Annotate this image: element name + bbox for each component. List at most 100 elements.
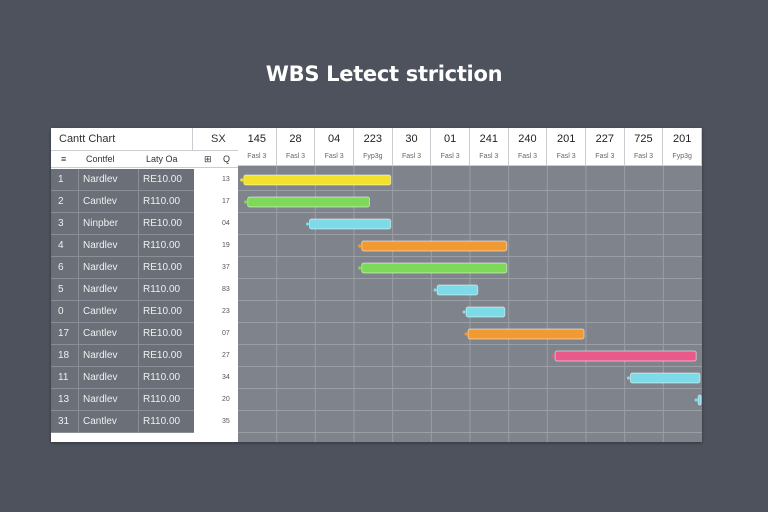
time-column-label: 201 [672, 133, 692, 145]
task-bar[interactable] [361, 240, 508, 252]
time-column-sublabel: Fasl 3 [324, 153, 344, 160]
task-id: 2 [58, 196, 64, 207]
task-bar-handle[interactable] [464, 332, 468, 336]
task-duration-value: 34 [222, 374, 230, 381]
time-column-header[interactable]: 725 Fasl 3 [624, 128, 664, 166]
task-duration-value: 17 [222, 198, 230, 205]
task-row[interactable]: 0 Cantlev RE10.00 [51, 301, 194, 323]
time-column-header[interactable]: 04 Fasl 3 [315, 128, 354, 166]
task-duration: 37 [194, 257, 238, 278]
task-row[interactable]: 5 Nardlev R110.00 [51, 279, 194, 301]
task-value: RE10.00 [143, 328, 182, 339]
task-duration: 13 [194, 169, 238, 190]
time-column-header[interactable]: 227 Fasl 3 [586, 128, 625, 166]
col-header-search-icon[interactable]: Q [223, 154, 231, 164]
task-bar[interactable] [697, 394, 702, 406]
task-row[interactable]: 17 Cantlev RE10.00 [51, 323, 194, 345]
task-duration: 35 [194, 411, 238, 432]
task-name: Cantlev [83, 196, 117, 207]
time-column-header[interactable]: 240 Fasl 3 [508, 128, 548, 166]
task-row[interactable]: 18 Nardlev RE10.00 [51, 345, 194, 367]
task-id: 18 [58, 350, 70, 361]
task-id: 4 [58, 240, 64, 251]
task-duration-value: 27 [222, 352, 230, 359]
time-column-header[interactable]: 145 Fasl 3 [238, 128, 277, 166]
task-row[interactable]: 4 Nardlev R110.00 [51, 235, 194, 257]
task-row[interactable]: 2 Cantlev R110.00 [51, 191, 194, 213]
col-header-name[interactable]: Contfel [86, 154, 115, 164]
grid-header: Cantt Chart SX [51, 128, 238, 151]
gantt-chart: Cantt Chart SX ≡ Contfel Laty Oa ⊞ Q 1 Na… [51, 128, 702, 442]
task-name: Nardlev [83, 350, 118, 361]
task-value: R110.00 [143, 240, 181, 251]
task-row[interactable]: 13 Nardlev R110.00 [51, 389, 194, 411]
task-duration-value: 35 [222, 418, 230, 425]
task-name: Cantlev [83, 328, 117, 339]
time-column-sublabel: Fasl 3 [595, 153, 615, 160]
task-bar-handle[interactable] [240, 178, 244, 182]
col-header-menu-icon[interactable]: ≡ [61, 154, 67, 164]
chart-title: WBS Letect striction [265, 62, 503, 86]
task-bar[interactable] [309, 218, 392, 230]
task-id: 0 [58, 306, 64, 317]
task-bar-handle[interactable] [626, 376, 631, 380]
task-row[interactable]: 1 Nardlev RE10.00 [51, 169, 194, 191]
task-bar[interactable] [361, 262, 508, 274]
task-duration-value: 20 [222, 396, 230, 403]
task-bar-handle[interactable] [551, 354, 555, 358]
task-bar[interactable] [467, 328, 585, 340]
time-column-sublabel: Fasl 3 [247, 153, 267, 160]
task-bar[interactable] [465, 306, 506, 318]
task-duration: 19 [194, 235, 238, 256]
task-bar-handle[interactable] [433, 288, 437, 292]
task-duration-value: 19 [222, 242, 230, 249]
task-bar-handle[interactable] [462, 310, 466, 314]
task-duration: 07 [194, 323, 238, 344]
task-bar-handle[interactable] [358, 266, 362, 270]
time-column-sublabel: Fasl 3 [285, 153, 306, 160]
time-column-sublabel: Fasl 3 [440, 153, 460, 160]
task-bar[interactable] [436, 284, 479, 296]
grid-header-right: SX [211, 133, 226, 145]
task-id: 1 [58, 174, 64, 185]
task-value: R110.00 [143, 196, 181, 207]
time-column-header[interactable]: 223 Fyp3g [354, 128, 393, 166]
time-column-header[interactable]: 201 Fasl 3 [547, 128, 586, 166]
time-column-sublabel: Fasl 3 [401, 153, 422, 160]
task-bar-handle[interactable] [694, 398, 698, 402]
task-id: 13 [58, 394, 70, 405]
time-column-header[interactable]: 201 Fyp3g [663, 128, 702, 166]
time-column-header[interactable]: 01 Fasl 3 [431, 128, 470, 166]
time-column-label: 240 [518, 133, 537, 145]
task-grid: Cantt Chart SX ≡ Contfel Laty Oa ⊞ Q 1 Na… [51, 128, 239, 442]
task-duration: 23 [194, 301, 238, 322]
time-column-header[interactable]: 30 Fasl 3 [392, 128, 432, 166]
task-value: R110.00 [143, 394, 181, 405]
task-bar-handle[interactable] [244, 200, 248, 204]
time-column-sublabel: Fyp3g [363, 153, 383, 160]
task-bar-handle[interactable] [305, 222, 310, 226]
task-row[interactable]: 31 Cantlev R110.00 [51, 411, 194, 433]
task-bar-handle[interactable] [358, 244, 362, 248]
col-header-grid-icon[interactable]: ⊞ [204, 154, 212, 164]
time-column-header[interactable]: 28 Fasl 3 [276, 128, 316, 166]
task-duration: 27 [194, 345, 238, 366]
task-bar[interactable] [629, 372, 701, 384]
task-row[interactable]: 3 Ninpber RE10.00 [51, 213, 194, 235]
task-name: Nardlev [83, 394, 118, 405]
time-column-label: 30 [405, 133, 418, 145]
task-bar[interactable] [243, 174, 392, 186]
task-value: R110.00 [143, 284, 181, 295]
task-value: R110.00 [143, 416, 181, 427]
task-value: RE10.00 [143, 306, 182, 317]
col-header-value[interactable]: Laty Oa [146, 154, 178, 164]
task-bar[interactable] [247, 196, 370, 208]
task-row[interactable]: 6 Nardlev RE10.00 [51, 257, 194, 279]
task-bar[interactable] [554, 350, 697, 362]
task-duration: 17 [194, 191, 238, 212]
task-duration-value: 04 [222, 220, 230, 227]
time-column-header[interactable]: 241 Fasl 3 [470, 128, 509, 166]
task-row[interactable]: 11 Nardlev R110.00 [51, 367, 194, 389]
task-name: Cantlev [83, 306, 117, 317]
time-column-label: 01 [444, 133, 457, 145]
